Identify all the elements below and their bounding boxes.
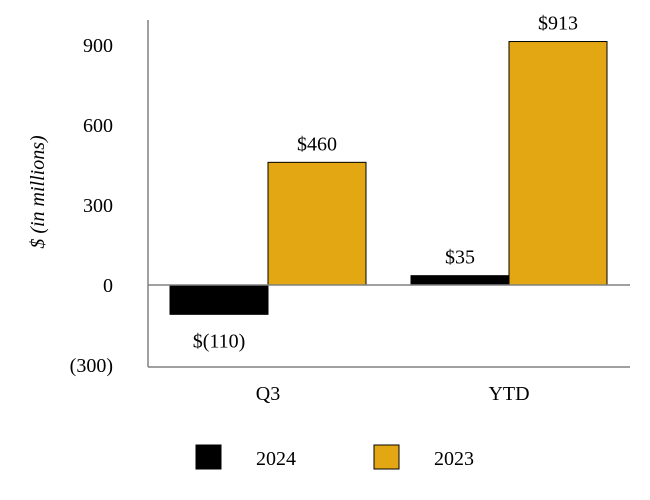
x-category-label: YTD: [488, 383, 529, 405]
data-labels: $(110) $460 $35 $913: [193, 13, 578, 353]
y-tick-label: 900: [83, 35, 113, 57]
legend-label-2024: 2024: [256, 448, 296, 470]
y-tick-label: (300): [70, 355, 113, 377]
legend-label-2023: 2023: [434, 448, 474, 470]
legend-swatch-2023: [373, 444, 400, 470]
data-label-2023-ytd: $913: [538, 13, 578, 35]
y-tick-label: 300: [83, 195, 113, 217]
y-tick-label: 0: [103, 275, 113, 297]
legend: 2024 2023: [195, 444, 474, 470]
bar-2023-ytd: [508, 41, 608, 286]
x-axis-category-labels: Q3 YTD: [256, 383, 530, 405]
x-category-label: Q3: [256, 383, 280, 405]
data-label-2023-q3: $460: [297, 133, 337, 155]
bar-2024-q3: [169, 284, 269, 315]
y-tick-label: 600: [83, 115, 113, 137]
axes: [147, 20, 630, 368]
legend-swatch-2024: [195, 444, 222, 470]
y-axis-label: $ (in millions): [27, 135, 49, 249]
data-label-2024-ytd: $35: [445, 247, 475, 269]
data-label-2024-q3: $(110): [193, 330, 246, 352]
bars: [169, 41, 608, 315]
bar-2024-ytd: [410, 275, 510, 286]
y-axis-ticks: (300) 0 300 600 900: [70, 35, 113, 377]
bar-2023-q3: [267, 161, 367, 286]
